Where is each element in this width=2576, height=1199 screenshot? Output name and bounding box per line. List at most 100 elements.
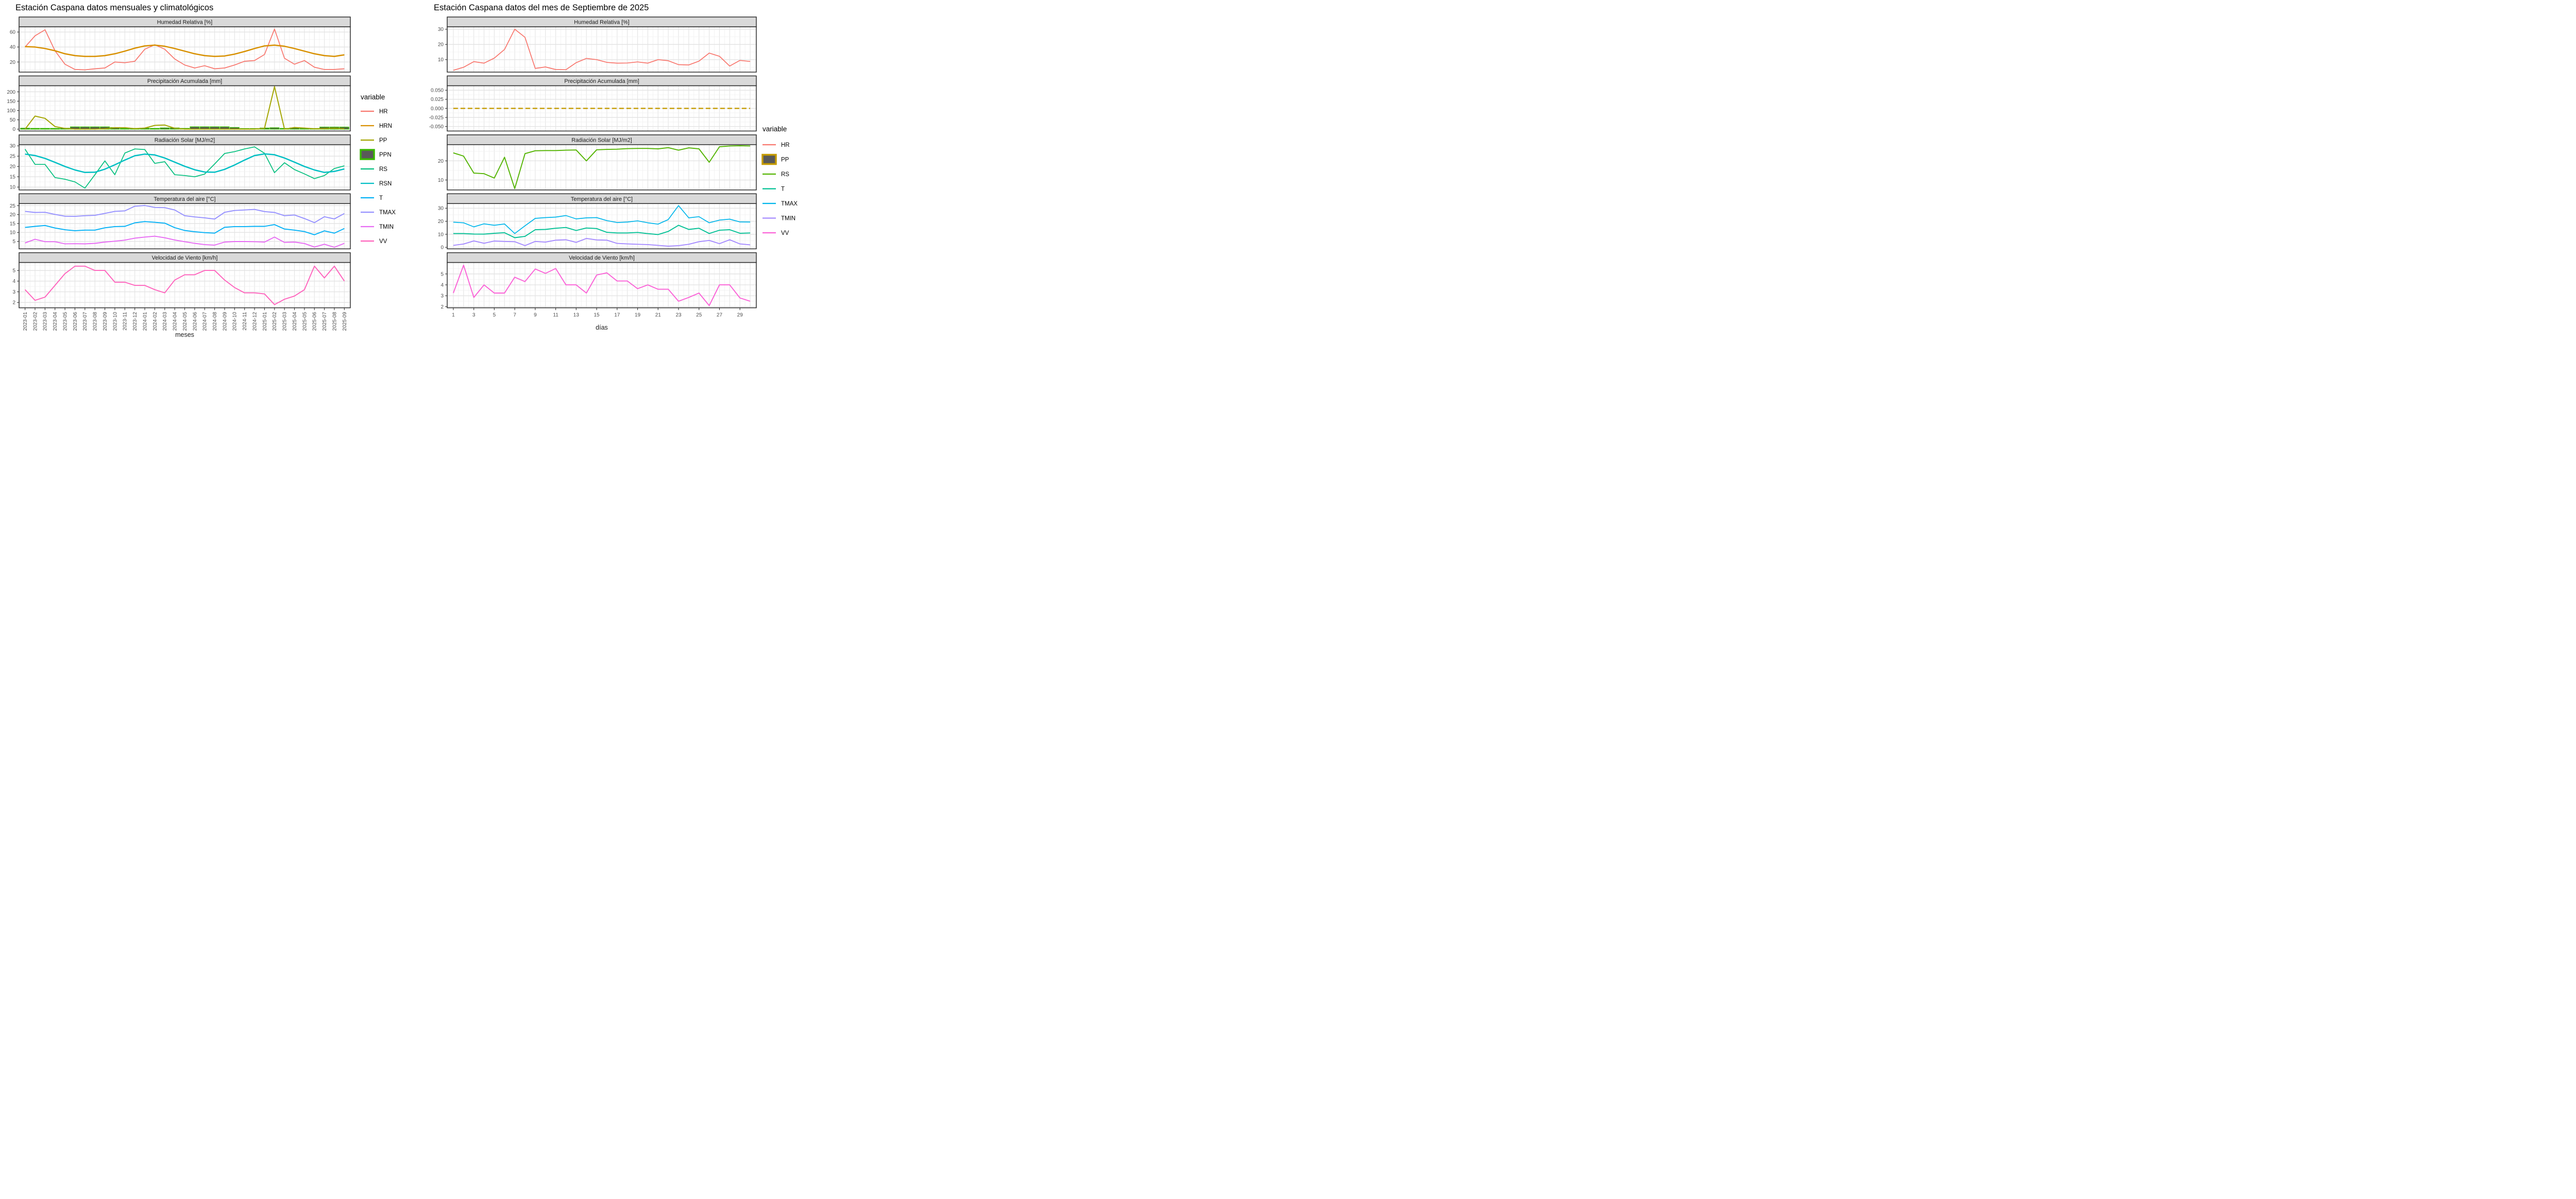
legend-entry-label: RSN (379, 181, 392, 187)
legend-entry-label: HR (781, 142, 790, 148)
legend-entry-RS: RS (361, 166, 387, 173)
charts-canvas: Humedad Relativa [%]204060Precipitación … (7, 16, 798, 331)
y-tick-label: 0 (440, 245, 444, 251)
legend-left: HR HRN PP PPN RS RSN T TMAX TMIN VV (360, 109, 396, 245)
panel-precipitaci-n-acumulada-mm: Precipitación Acumulada [mm] -0.050 -0.025… (429, 75, 757, 132)
y-tick-label: 30 (10, 144, 16, 149)
x-tick-label: 2024-04 (173, 312, 178, 331)
y-tick-label: 25 (10, 203, 16, 209)
legend-entry-label: PP (781, 157, 789, 163)
y-tick-label: 25 (10, 154, 16, 160)
legend-key-box-icon (360, 149, 375, 160)
legend-entry-label: T (379, 195, 383, 201)
x-tick-label: 11 (553, 313, 558, 318)
series-RSN (25, 153, 345, 174)
x-tick-label: 2025-01 (262, 312, 268, 331)
x-tick-label: 1 (452, 313, 455, 318)
x-tick-label: 2024-03 (162, 312, 168, 331)
y-tick-label: 4 (12, 279, 15, 284)
series-RS (453, 145, 751, 190)
y-tick-label: 5 (12, 268, 15, 274)
x-tick-label: 2023-10 (112, 312, 118, 331)
y-tick-label: 20 (438, 159, 444, 164)
legend-entry-label: TMAX (379, 210, 396, 216)
legend-entry-T: T (361, 195, 383, 201)
facet-strip-label: Temperatura del aire [°C] (154, 196, 215, 202)
x-tick-label: 2023-02 (32, 312, 38, 331)
y-tick-label: 20 (438, 42, 444, 48)
facet-strip (19, 134, 351, 145)
y-tick-label: 10 (438, 57, 444, 63)
legend-entry-VV: VV (361, 238, 387, 245)
x-tick-label: 2025-08 (332, 312, 337, 331)
x-tick-label: 2025-03 (282, 312, 288, 331)
legend-entry-TMAX: TMAX (762, 201, 798, 207)
y-tick-label: -0.050 (429, 124, 444, 130)
x-tick-label: 2024-08 (212, 312, 218, 331)
facet-strip (19, 252, 351, 263)
x-axis-labels: 2023-01 2023-02 2023-03 2023-04 2023-05 2023-… (23, 312, 348, 331)
x-tick-label: 2024-01 (142, 312, 148, 331)
x-tick-label: 2025-09 (342, 312, 348, 331)
legend-entry-label: VV (379, 238, 387, 245)
facet-strip-label: Radiación Solar [MJ/m2] (571, 137, 632, 143)
series-TMAX (453, 205, 751, 234)
x-tick-label: 5 (493, 313, 496, 318)
panel-humedad-relativa: Humedad Relativa [%] 10 20 30 (438, 16, 757, 73)
legend-entry-label: PPN (379, 152, 392, 158)
y-tick-label: 60 (10, 30, 16, 36)
panel-velocidad-de-viento-km-h: Velocidad de Viento [km/h] 2 3 4 5 (12, 252, 351, 311)
legend-entry-label: RS (379, 166, 387, 173)
x-tick-label: 2023-07 (82, 312, 88, 331)
x-tick-label: 25 (696, 313, 702, 318)
legend-entry-VV: VV (762, 230, 789, 236)
legend-entry-RSN: RSN (361, 181, 392, 187)
x-tick-label: 29 (737, 313, 743, 318)
series-T (453, 225, 751, 238)
y-tick-label: 4 (440, 282, 444, 288)
y-tick-label: 100 (7, 108, 15, 114)
panel-temperatura-del-aire-c: Temperatura del aire [°C] 0 10 20 30 (438, 193, 757, 251)
x-tick-label: 21 (655, 313, 662, 318)
legend-entry-label: HR (379, 109, 388, 115)
y-tick-label: 15 (10, 221, 16, 227)
legend-entry-label: TMIN (781, 216, 795, 222)
x-tick-label: 2024-02 (152, 312, 158, 331)
legend-entry-label: T (781, 186, 785, 193)
legend-entry-label: TMAX (781, 201, 798, 207)
y-tick-label: 20 (10, 212, 16, 218)
series-HR (453, 28, 751, 71)
legend-entry-PPN: PPN (360, 149, 392, 160)
y-tick-label: 10 (438, 178, 444, 183)
facet-strip-label: Velocidad de Viento [km/h] (569, 255, 635, 261)
y-tick-label: 20 (10, 164, 16, 170)
x-tick-label: 2025-07 (322, 312, 328, 331)
y-tick-label: 3 (440, 294, 444, 299)
y-tick-label: 0.000 (431, 106, 444, 112)
legend-key-box-icon (761, 153, 777, 165)
facet-strip-label: Humedad Relativa [%] (157, 20, 212, 26)
series-TMAX (25, 205, 345, 224)
series-VV (453, 264, 751, 306)
x-axis-labels: 1 3 5 7 9 11 13 15 17 19 21 23 25 27 29 (452, 313, 743, 318)
x-tick-label: 2024-11 (242, 312, 248, 330)
facet-strip (19, 16, 351, 27)
left-x-axis-title: meses (175, 331, 194, 338)
series-TMIN (25, 235, 345, 248)
y-tick-label: 0 (12, 127, 15, 132)
x-tick-label: 2023-01 (23, 312, 28, 331)
panel-humedad-relativa: Humedad Relativa [%] 20 40 60 (10, 16, 351, 73)
legend-entry-label: PP (379, 138, 387, 144)
legend-entry-label: RS (781, 172, 789, 178)
legend-entry-label: TMIN (379, 224, 394, 230)
legend-entry-HR: HR (762, 142, 790, 148)
y-tick-label: 3 (12, 289, 15, 295)
y-tick-label: 30 (438, 206, 444, 212)
legend-entry-RS: RS (762, 172, 789, 178)
x-tick-label: 13 (573, 313, 580, 318)
facet-strip-label: Precipitación Acumulada [mm] (564, 78, 639, 84)
panel-precipitaci-n-acumulada-mm: Precipitación Acumulada [mm] 0 50 100 150 200 (7, 75, 351, 132)
y-tick-label: 2 (440, 304, 444, 310)
legend-right: HR PP RS T TMAX TMIN VV (761, 142, 798, 236)
legend-entry-HRN: HRN (361, 123, 392, 129)
